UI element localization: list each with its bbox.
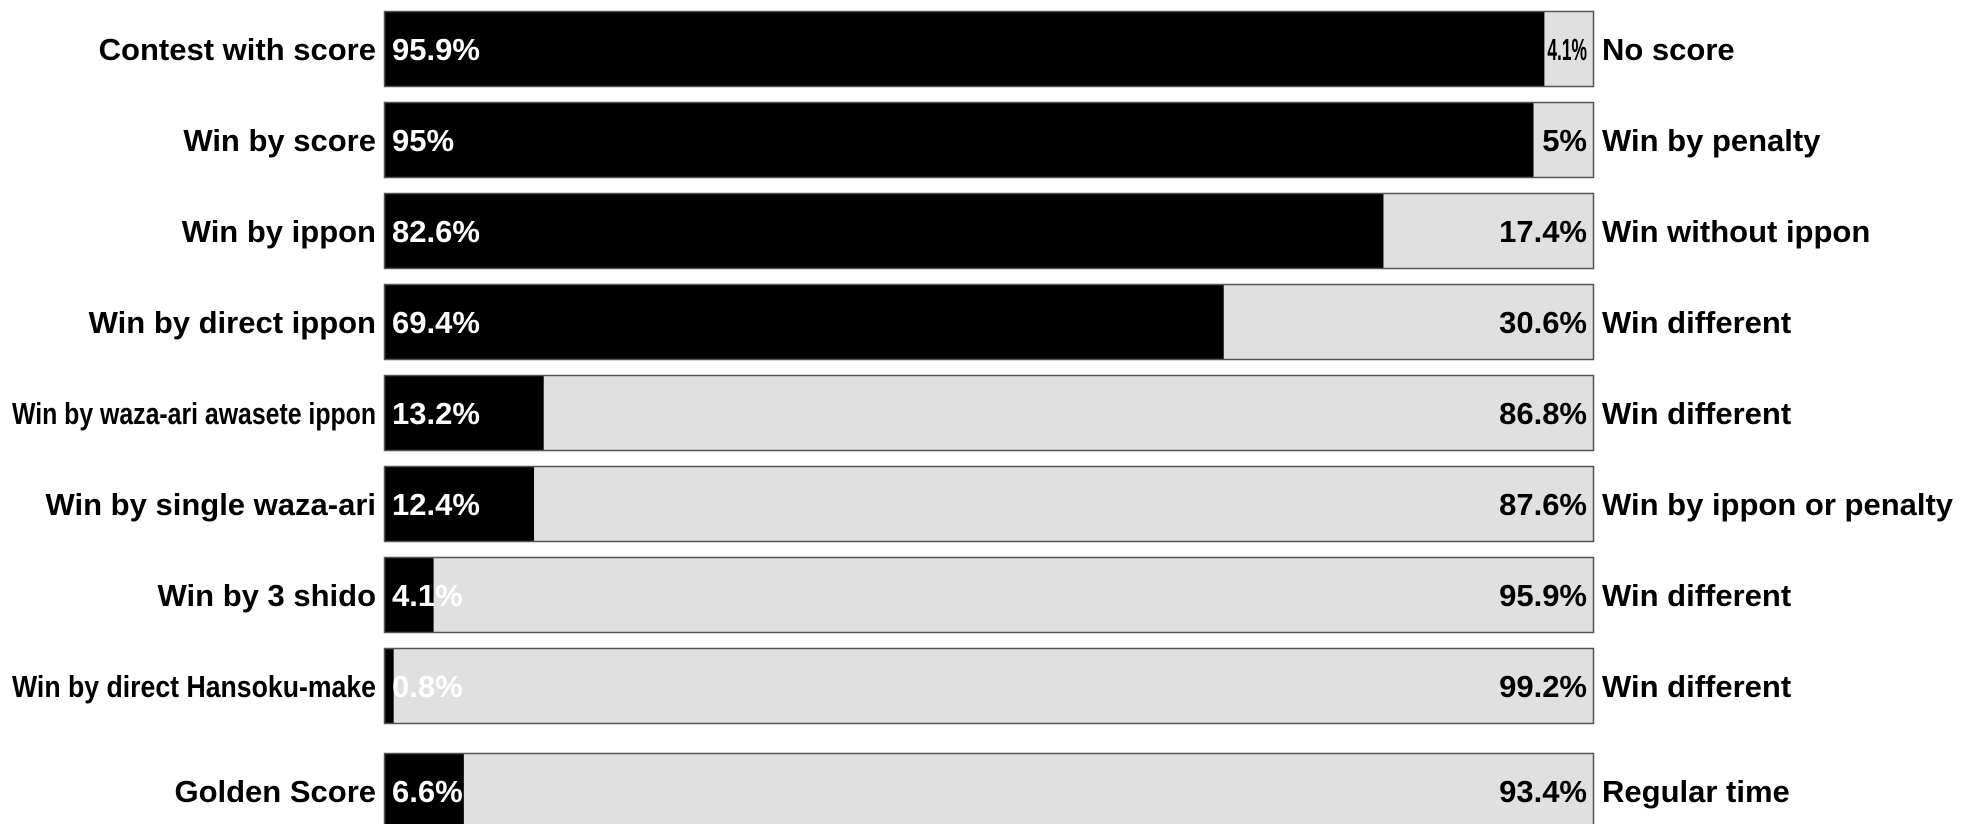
bar-outline [383,192,1595,270]
bar-secondary-segment [1383,193,1594,269]
bar-outline [383,283,1595,361]
bar-primary-segment [384,648,394,724]
right-category-label: Win different [1602,578,1791,613]
bar-secondary-segment [1544,11,1594,87]
right-value-label: 86.8% [1499,396,1587,431]
bar-primary-segment [384,557,434,633]
left-value-label: 6.6% [392,774,463,809]
left-category-label: Win by waza-ari awasete ippon [12,396,376,431]
left-category-label: Win by direct Hansoku-make [12,669,376,704]
bar-primary-segment [384,193,1384,269]
right-value-label: 87.6% [1499,487,1587,522]
left-category-label: Golden Score [174,774,376,809]
left-category-label: Win by 3 shido [158,578,376,613]
bar-primary-segment [384,284,1224,360]
bar-secondary-segment [543,375,1594,451]
right-category-label: Win without ippon [1602,214,1870,249]
bar-primary-segment [384,466,535,542]
right-value-label: 99.2% [1499,669,1587,704]
bar-primary-segment [384,375,544,451]
bar-outline [383,752,1595,824]
right-value-label: 17.4% [1499,214,1587,249]
right-category-label: Win by penalty [1602,123,1821,158]
bar-primary-segment [384,753,464,824]
bar-secondary-segment [393,648,1595,724]
bar-primary-segment [384,102,1534,178]
right-category-label: No score [1602,32,1735,67]
left-category-label: Win by score [183,123,376,158]
bar-outline [383,101,1595,179]
right-category-label: Win by ippon or penalty [1602,487,1954,522]
bar-secondary-segment [1533,102,1594,178]
bar-outline [383,10,1595,88]
bar-secondary-segment [1223,284,1594,360]
right-value-label: 30.6% [1499,305,1587,340]
left-value-label: 0.8% [392,669,463,704]
right-value-label: 4.1% [1547,32,1587,67]
left-category-label: Win by direct ippon [89,305,376,340]
bar-secondary-segment [534,466,1594,542]
bar-outline [383,647,1595,725]
bar-outline [383,374,1595,452]
left-value-label: 82.6% [392,214,480,249]
left-category-label: Contest with score [99,32,376,67]
left-value-label: 69.4% [392,305,480,340]
right-value-label: 5% [1542,123,1587,158]
left-value-label: 95% [392,123,454,158]
left-value-label: 12.4% [392,487,480,522]
left-value-label: 95.9% [392,32,480,67]
bar-secondary-segment [463,753,1594,824]
left-value-label: 4.1% [392,578,463,613]
bar-secondary-segment [433,557,1594,633]
right-category-label: Win different [1602,396,1791,431]
right-category-label: Win different [1602,305,1791,340]
bar-outline [383,465,1595,543]
left-category-label: Win by ippon [182,214,376,249]
left-value-label: 13.2% [392,396,480,431]
left-category-label: Win by single waza-ari [46,487,376,522]
bar-outline [383,556,1595,634]
bar-primary-segment [384,11,1545,87]
right-value-label: 95.9% [1499,578,1587,613]
right-category-label: Win different [1602,669,1791,704]
right-value-label: 93.4% [1499,774,1587,809]
right-category-label: Regular time [1602,774,1790,809]
